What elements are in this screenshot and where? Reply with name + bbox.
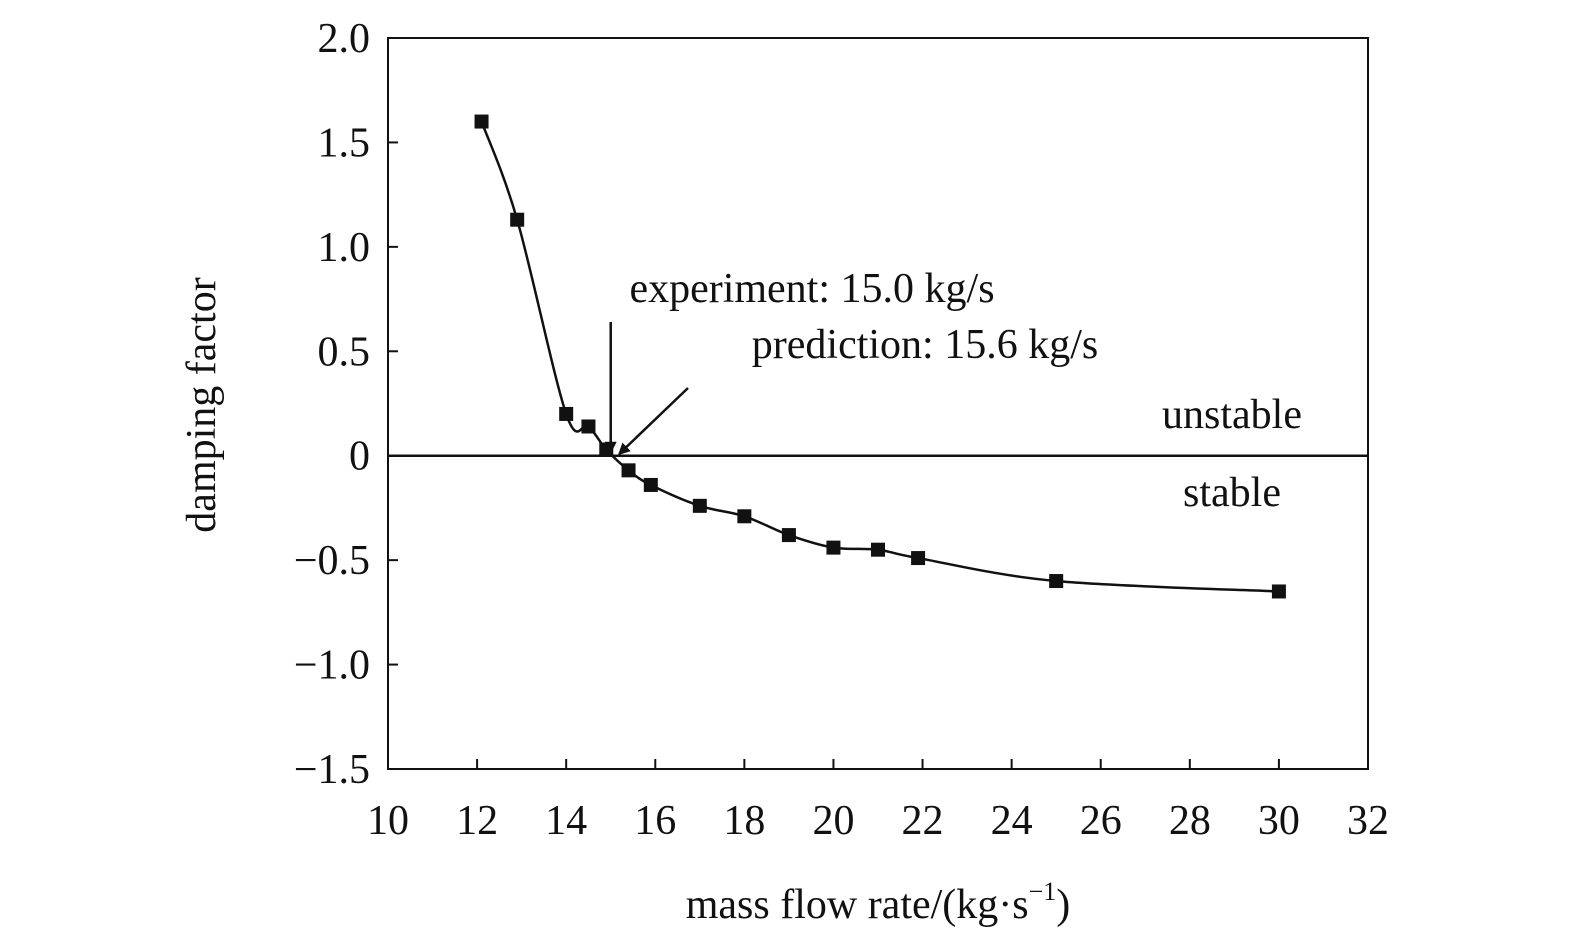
annotation-experiment: experiment: 15.0 kg/s — [629, 266, 994, 312]
data-point-marker — [911, 551, 926, 566]
y-tick-label: 1.0 — [318, 225, 371, 271]
x-tick-label: 14 — [545, 798, 587, 844]
y-tick-label: 0 — [349, 434, 370, 480]
arrow-prediction — [617, 387, 689, 456]
x-tick-label: 10 — [367, 798, 409, 844]
x-axis-label-superscript: −1 — [1029, 877, 1057, 906]
data-point-marker — [510, 212, 525, 227]
data-point-marker — [559, 406, 574, 421]
y-tick-label: 0.5 — [318, 329, 371, 375]
data-point-marker — [781, 528, 796, 543]
x-tick-label: 20 — [812, 798, 854, 844]
y-tick-label: −1.0 — [294, 643, 370, 689]
y-tick-label: −0.5 — [294, 538, 370, 584]
x-axis-label-main: mass flow rate/(kg·s — [686, 882, 1029, 928]
region-label-stable: stable — [1183, 470, 1281, 516]
y-tick-label: −1.5 — [294, 747, 370, 793]
data-point-marker — [871, 542, 885, 557]
data-point-marker — [1271, 584, 1286, 599]
y-tick-label: 2.0 — [318, 16, 371, 62]
data-point-marker — [581, 419, 596, 434]
x-tick-label: 26 — [1080, 798, 1122, 844]
region-label-unstable: unstable — [1162, 392, 1302, 438]
x-tick-label: 12 — [456, 798, 498, 844]
x-axis-label-close: ) — [1056, 882, 1070, 928]
x-tick-label: 30 — [1258, 798, 1300, 844]
data-point-marker — [621, 463, 636, 478]
plot-frame — [387, 37, 1369, 770]
x-tick-label: 22 — [902, 798, 944, 844]
data-point-marker — [737, 509, 752, 524]
x-tick-label: 24 — [991, 798, 1033, 844]
y-tick-label: 1.5 — [318, 120, 371, 166]
data-point-marker — [643, 477, 658, 492]
x-tick-label: 28 — [1169, 798, 1211, 844]
x-axis-label: mass flow rate/(kg·s−1) — [686, 877, 1071, 928]
data-point-marker — [1049, 574, 1064, 589]
y-axis-label: damping factor — [179, 277, 225, 532]
x-tick-label: 18 — [723, 798, 765, 844]
data-point-marker — [826, 540, 841, 555]
annotation-prediction: prediction: 15.6 kg/s — [752, 322, 1098, 368]
x-tick-label: 16 — [634, 798, 676, 844]
data-point-marker — [692, 498, 707, 513]
x-tick-label: 32 — [1347, 798, 1389, 844]
data-point-marker — [474, 114, 489, 129]
